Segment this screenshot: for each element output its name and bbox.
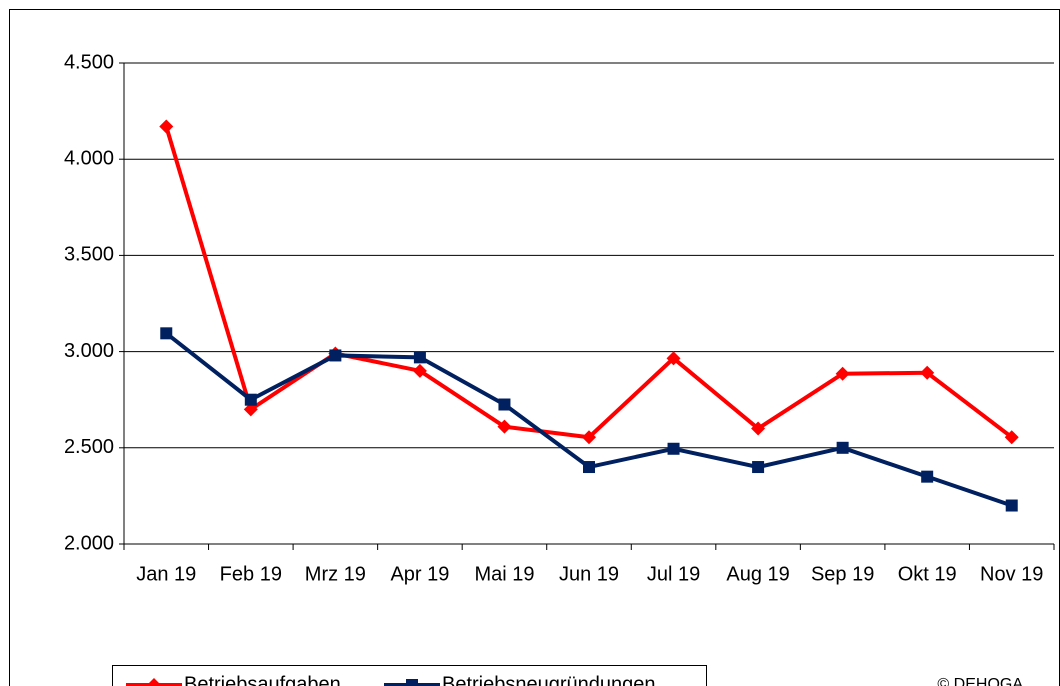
x-tick-label: Jul 19 [647,563,700,585]
marker [160,327,173,340]
legend-marker [147,678,161,686]
x-tick-label: Jun 19 [559,563,619,585]
marker [329,349,342,362]
series-line [164,125,1013,440]
y-tick-label: 2.500 [64,436,114,458]
marker [582,430,596,445]
legend-marker [406,679,418,686]
x-tick-label: Feb 19 [220,563,282,585]
y-tick-label: 3.500 [64,244,114,266]
marker [159,119,174,134]
marker [243,402,258,417]
marker [1004,430,1019,445]
marker [498,398,511,411]
y-tick-label: 4.500 [64,51,114,73]
x-tick-label: Sep 19 [811,563,874,585]
x-tick-label: Mrz 19 [305,563,366,585]
x-tick-label: Mai 19 [474,563,534,585]
marker [752,461,765,474]
marker [666,351,681,366]
y-tick-label: 3.000 [64,340,114,362]
marker [921,470,934,483]
x-tick-label: Okt 19 [898,563,957,585]
y-tick-label: 4.000 [64,147,114,169]
legend-label: Betriebsneugründungen [442,673,656,686]
marker [667,442,680,455]
marker [413,351,426,364]
marker [920,365,935,380]
marker [583,461,595,474]
x-tick-label: Jan 19 [136,563,196,585]
marker [412,363,427,378]
marker [835,366,850,381]
marker [836,441,849,454]
x-tick-label: Nov 19 [980,563,1043,585]
marker [1005,499,1018,512]
y-tick-label: 2.000 [64,532,114,554]
series-line [165,331,1013,508]
legend-label: Betriebsaufgaben [184,673,341,686]
marker [244,393,257,406]
marker [751,421,766,436]
x-tick-label: Apr 19 [390,563,449,585]
x-tick-label: Aug 19 [726,563,789,585]
marker [497,419,512,434]
copyright: © DEHOGA [937,676,1023,686]
